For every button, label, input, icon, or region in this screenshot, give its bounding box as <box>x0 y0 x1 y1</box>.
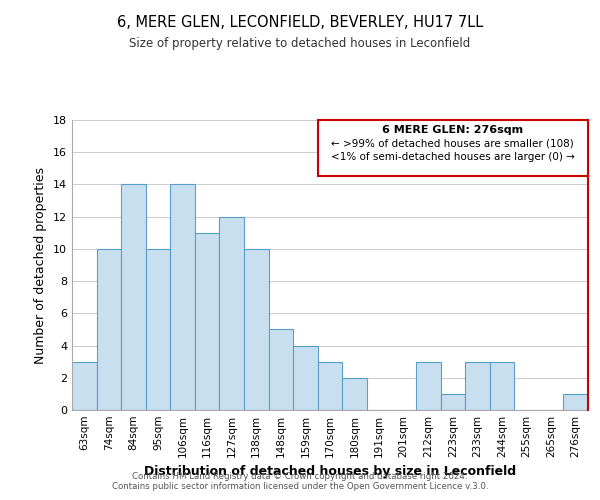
Bar <box>170 184 195 410</box>
Bar <box>146 249 170 410</box>
Bar <box>465 362 490 410</box>
Bar <box>563 394 588 410</box>
Bar <box>269 330 293 410</box>
Bar <box>490 362 514 410</box>
X-axis label: Distribution of detached houses by size in Leconfield: Distribution of detached houses by size … <box>144 466 516 478</box>
Bar <box>342 378 367 410</box>
Bar <box>293 346 318 410</box>
Bar <box>121 184 146 410</box>
Bar <box>318 362 342 410</box>
Bar <box>244 249 269 410</box>
Text: Size of property relative to detached houses in Leconfield: Size of property relative to detached ho… <box>130 38 470 51</box>
Text: <1% of semi-detached houses are larger (0) →: <1% of semi-detached houses are larger (… <box>331 152 575 162</box>
Bar <box>97 249 121 410</box>
Text: ← >99% of detached houses are smaller (108): ← >99% of detached houses are smaller (1… <box>331 138 574 148</box>
Bar <box>195 233 220 410</box>
Text: Contains public sector information licensed under the Open Government Licence v.: Contains public sector information licen… <box>112 482 488 491</box>
Text: Contains HM Land Registry data © Crown copyright and database right 2024.: Contains HM Land Registry data © Crown c… <box>132 472 468 481</box>
Bar <box>220 216 244 410</box>
Text: 6 MERE GLEN: 276sqm: 6 MERE GLEN: 276sqm <box>382 125 523 135</box>
Y-axis label: Number of detached properties: Number of detached properties <box>34 166 47 364</box>
Text: 6, MERE GLEN, LECONFIELD, BEVERLEY, HU17 7LL: 6, MERE GLEN, LECONFIELD, BEVERLEY, HU17… <box>117 15 483 30</box>
Bar <box>416 362 440 410</box>
Bar <box>72 362 97 410</box>
Bar <box>440 394 465 410</box>
